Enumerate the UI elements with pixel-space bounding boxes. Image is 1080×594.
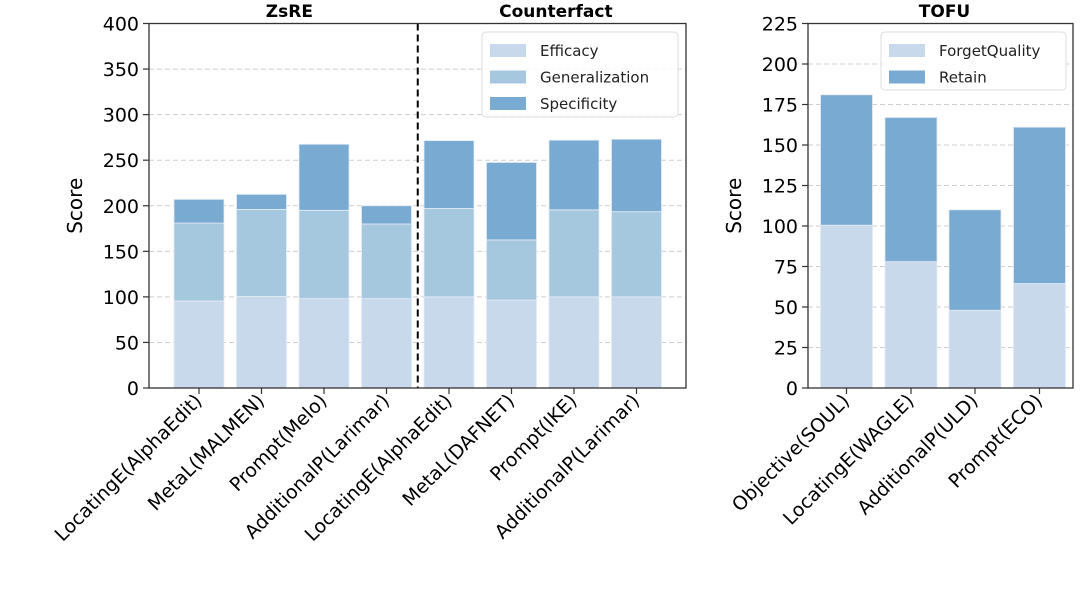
y-tick-label: 125 [762, 176, 798, 198]
legend-label-generalization: Generalization [540, 69, 649, 87]
x-tick-label: MetaL(MALMEN) [144, 390, 269, 515]
legend-swatch-forgetquality [889, 44, 925, 57]
bar-specificity-additionalp-larimar [611, 138, 662, 213]
panel2-legend: ForgetQuality Retain [880, 31, 1067, 91]
bar-generalization-prompt-ike [548, 209, 600, 298]
bar-specificity-prompt-ike [548, 139, 600, 211]
y-tick-label: 200 [762, 54, 798, 76]
bar-efficacy-additionalp-larimar [361, 298, 412, 389]
panel1-y-axis: 0 50 100 150 200 250 300 350 400 [103, 14, 149, 400]
bar-generalization-metal-malmen [236, 208, 287, 297]
bar-specificity-additionalp-larimar [361, 205, 412, 225]
bar-specificity-metal-dafnet [486, 162, 537, 241]
y-tick-label: 300 [103, 105, 139, 127]
bar-specificity-locatinge-alphaedit [423, 140, 475, 209]
x-tick-label: Objective(SOUL) [728, 390, 854, 516]
y-tick-label: 0 [786, 378, 798, 400]
panel1-x-axis: LocatingE(AlphaEdit)MetaL(MALMEN)Prompt(… [51, 388, 644, 546]
panel1-title-zsre: ZsRE [266, 2, 313, 22]
bar-generalization-locatinge-alphaedit [423, 208, 475, 298]
panel1-y-axis-label: Score [63, 178, 87, 234]
panel1-title-counterfact: Counterfact [499, 2, 612, 22]
legend-box [481, 31, 679, 118]
panel2-x-axis: Objective(SOUL)LocatingE(WAGLE)Additiona… [728, 388, 1047, 530]
bar-efficacy-metal-dafnet [486, 299, 537, 389]
legend-swatch-generalization [490, 70, 526, 84]
panel2-y-axis-label: Score [722, 178, 746, 234]
legend-label-efficacy: Efficacy [540, 42, 599, 60]
bar-retain-locatinge-wagle [884, 117, 938, 263]
bar-forgetquality-prompt-eco [1013, 283, 1066, 389]
x-tick-label: MetaL(DAFNET) [398, 390, 519, 511]
bar-specificity-locatinge-alphaedit [173, 198, 225, 224]
bar-retain-objective-soul [820, 94, 873, 226]
panel2-bars [820, 94, 1066, 389]
y-tick-label: 150 [762, 135, 798, 157]
panel2-frame [807, 22, 1074, 389]
bar-generalization-prompt-melo [298, 209, 350, 300]
bar-forgetquality-objective-soul [820, 224, 873, 389]
legend-label-specificity: Specificity [540, 95, 617, 113]
y-tick-label: 50 [115, 332, 139, 354]
legend-swatch-specificity [490, 97, 526, 110]
bar-retain-additionalp-uld [948, 209, 1002, 311]
bar-forgetquality-locatinge-wagle [884, 261, 938, 389]
y-tick-label: 225 [762, 14, 798, 36]
y-tick-label: 150 [103, 241, 139, 263]
legend-swatch-efficacy [490, 44, 526, 57]
bar-forgetquality-additionalp-uld [948, 309, 1002, 389]
bar-efficacy-prompt-ike [548, 296, 600, 389]
y-tick-label: 50 [774, 297, 798, 319]
y-tick-label: 75 [774, 257, 798, 279]
bar-specificity-metal-malmen [236, 193, 287, 210]
bar-efficacy-metal-malmen [236, 296, 287, 389]
panel2-y-axis: 0 25 50 75 100 125 150 175 200 225 [762, 14, 808, 400]
bar-efficacy-prompt-melo [298, 298, 350, 389]
y-tick-label: 250 [103, 150, 139, 172]
y-tick-label: 175 [762, 95, 798, 117]
x-tick-label: AdditionalP(ULD) [853, 390, 982, 519]
legend-box [880, 31, 1067, 91]
panel2-title-tofu: TOFU [919, 2, 970, 22]
bar-specificity-prompt-melo [298, 143, 350, 211]
y-tick-label: 25 [774, 338, 798, 360]
y-tick-label: 400 [103, 14, 139, 36]
panel1-bars [173, 138, 662, 389]
bar-efficacy-locatinge-alphaedit [173, 300, 225, 389]
bar-generalization-additionalp-larimar [361, 223, 412, 300]
bar-efficacy-locatinge-alphaedit [423, 296, 475, 389]
bar-generalization-locatinge-alphaedit [173, 222, 225, 302]
y-tick-label: 350 [103, 59, 139, 81]
legend-label-forgetquality: ForgetQuality [939, 42, 1041, 60]
panel1-legend: Efficacy Generalization Specificity [481, 31, 679, 118]
bar-generalization-additionalp-larimar [611, 211, 662, 298]
legend-label-retain: Retain [939, 69, 987, 87]
bar-efficacy-additionalp-larimar [611, 296, 662, 389]
bar-retain-prompt-eco [1013, 126, 1066, 284]
y-tick-label: 200 [103, 196, 139, 218]
y-tick-label: 100 [762, 216, 798, 238]
y-tick-label: 0 [127, 378, 139, 400]
y-tick-label: 100 [103, 287, 139, 309]
bar-generalization-metal-dafnet [486, 239, 537, 301]
legend-swatch-retain [889, 70, 925, 84]
